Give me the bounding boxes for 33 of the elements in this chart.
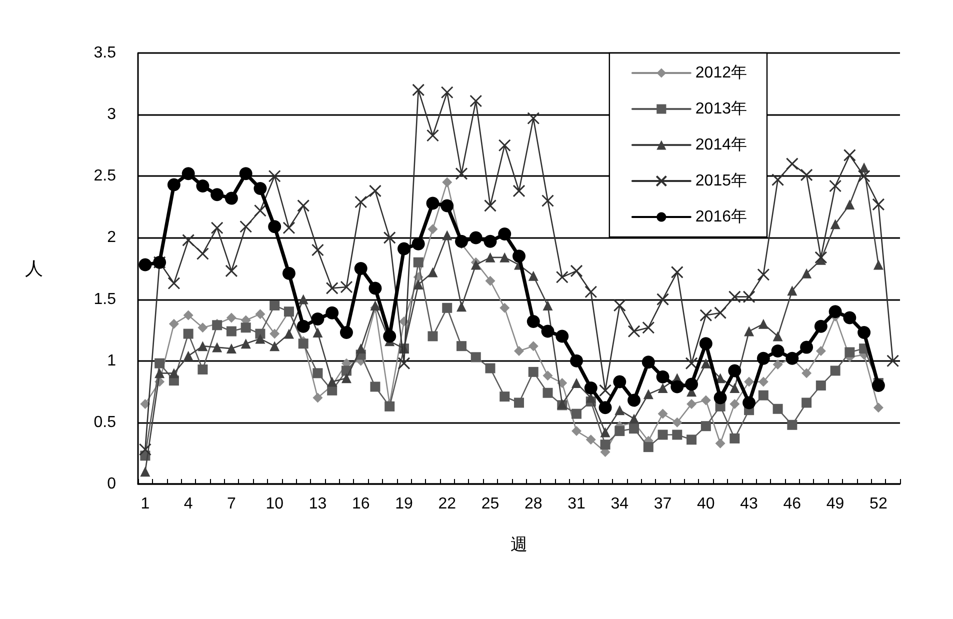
x-tick-label: 4: [184, 496, 193, 512]
x-tick-label: 40: [697, 496, 715, 512]
x-tick-label: 25: [481, 496, 500, 512]
x-tick-label: 34: [610, 496, 629, 512]
y-tick-label: 3.5: [94, 44, 116, 62]
y-tick-label: 1: [107, 352, 116, 370]
x-tick-label: 13: [308, 496, 327, 512]
y-tick-label: 3: [107, 106, 116, 124]
x-tick-label: 31: [568, 496, 586, 512]
x-tick-label: 19: [395, 496, 413, 512]
x-tick-label: 7: [227, 496, 236, 512]
legend-label: 2013年: [695, 100, 747, 118]
x-axis-title: 週: [510, 535, 528, 554]
x-tick-label: 52: [870, 496, 888, 512]
y-axis-title: 人: [25, 258, 43, 278]
x-tick-label: 37: [654, 496, 672, 512]
y-tick-label: 2: [107, 229, 116, 246]
x-tick-label: 16: [352, 496, 370, 512]
legend-label: 2012年: [695, 64, 747, 82]
x-tick-label: 1: [140, 496, 150, 512]
y-tick-label: 0.5: [94, 414, 116, 431]
legend-label: 2014年: [695, 136, 747, 154]
legend-label: 2016年: [695, 208, 747, 226]
x-tick-label: 46: [783, 496, 802, 512]
x-tick-label: 43: [740, 496, 758, 512]
x-tick-label: 49: [826, 496, 844, 512]
y-tick-label: 1.5: [94, 290, 116, 308]
y-tick-label: 0: [107, 476, 116, 492]
x-tick-label: 28: [524, 496, 542, 512]
y-tick-label: 2.5: [94, 168, 116, 185]
legend-label: 2015年: [695, 172, 747, 190]
x-tick-label: 22: [438, 496, 456, 512]
x-tick-label: 10: [266, 496, 284, 512]
